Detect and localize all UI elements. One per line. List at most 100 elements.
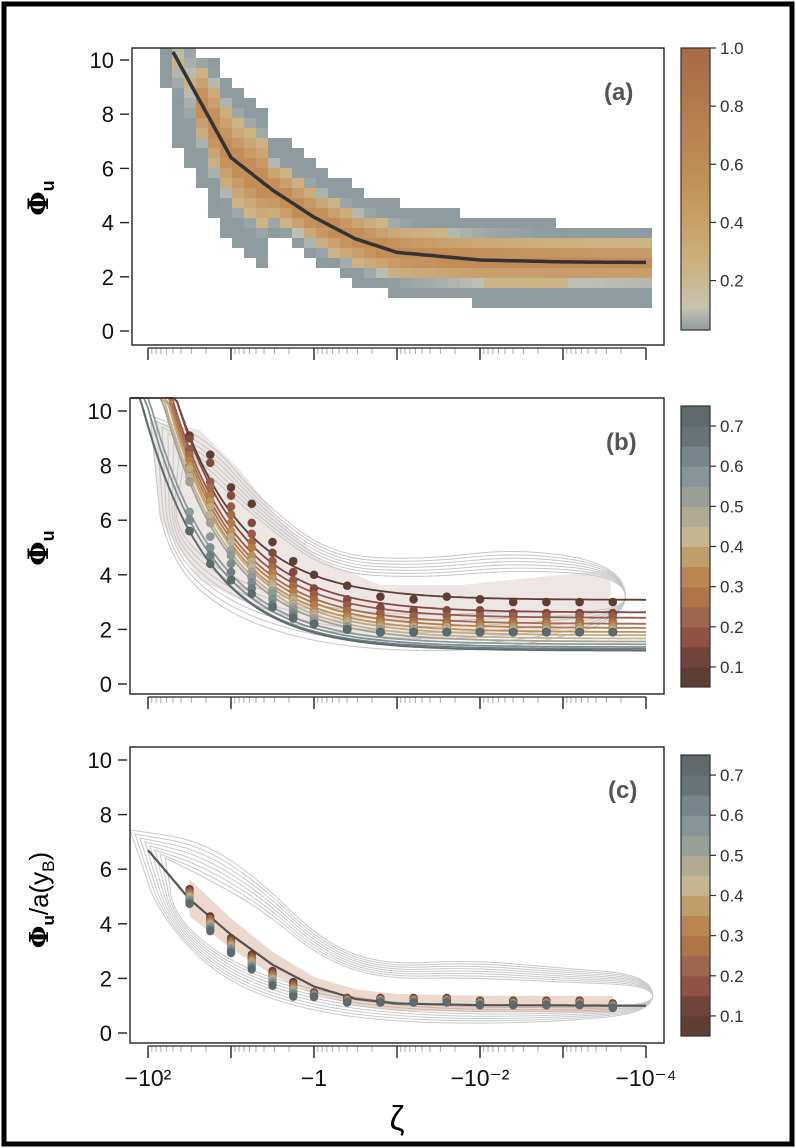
y-axis-label: Φu/a(yB) bbox=[24, 852, 58, 948]
fit-line bbox=[131, 397, 646, 643]
heatmap-cell bbox=[628, 288, 640, 298]
fit-line bbox=[131, 397, 646, 640]
heatmap-cell bbox=[304, 158, 316, 168]
heatmap-cell bbox=[256, 228, 268, 238]
data-point bbox=[205, 450, 215, 460]
y-tick-label: 2 bbox=[100, 617, 112, 642]
heatmap-cell bbox=[508, 248, 520, 258]
heatmap-cell bbox=[460, 228, 472, 238]
heatmap-cell bbox=[184, 48, 196, 58]
fit-line bbox=[131, 397, 646, 625]
data-point bbox=[608, 627, 618, 637]
heatmap-cell bbox=[280, 138, 292, 148]
heatmap-cell bbox=[352, 208, 364, 218]
heatmap-cell bbox=[424, 278, 436, 288]
heatmap-cell bbox=[556, 228, 568, 238]
heatmap-cell bbox=[268, 178, 280, 188]
heatmap-cell bbox=[352, 278, 364, 288]
heatmap-cell bbox=[328, 258, 340, 268]
heatmap-cell bbox=[244, 158, 256, 168]
heatmap-cell bbox=[184, 108, 196, 118]
data-point bbox=[376, 998, 385, 1007]
heatmap-cell bbox=[184, 148, 196, 158]
heatmap-cell bbox=[208, 178, 220, 188]
heatmap-cell bbox=[484, 268, 496, 278]
data-point bbox=[267, 548, 277, 558]
heatmap-cell bbox=[604, 298, 616, 308]
heatmap-cell bbox=[556, 278, 568, 288]
colorbar-step bbox=[681, 406, 710, 427]
heatmap-cell bbox=[304, 248, 316, 258]
heatmap-cell bbox=[400, 228, 412, 238]
heatmap-cell bbox=[436, 208, 448, 218]
heatmap-cell bbox=[208, 128, 220, 138]
heatmap-cell bbox=[208, 58, 220, 68]
heatmap-cell bbox=[472, 268, 484, 278]
heatmap-cell bbox=[388, 198, 400, 208]
plot-frame bbox=[129, 397, 665, 695]
heatmap-cell bbox=[292, 168, 304, 178]
colorbar-step bbox=[681, 815, 710, 836]
data-point bbox=[608, 597, 618, 607]
heatmap-cell bbox=[472, 228, 484, 238]
heatmap-cell bbox=[256, 248, 268, 258]
heatmap-cell bbox=[412, 218, 424, 228]
heatmap-cell bbox=[604, 278, 616, 288]
data-point bbox=[475, 1001, 485, 1010]
density-band bbox=[150, 420, 612, 640]
data-point bbox=[608, 1003, 618, 1013]
heatmap-cell bbox=[304, 188, 316, 198]
heatmap-cell bbox=[448, 278, 460, 288]
colorbar-tick-label: 0.5 bbox=[720, 846, 744, 865]
heatmap-cell bbox=[424, 208, 436, 218]
heatmap-cell bbox=[448, 238, 460, 248]
heatmap-cell bbox=[196, 158, 208, 168]
heatmap-cell bbox=[520, 248, 532, 258]
heatmap-cell bbox=[400, 208, 412, 218]
heatmap-cell bbox=[592, 268, 604, 278]
fit-line bbox=[131, 397, 646, 619]
colorbar-step bbox=[681, 855, 710, 876]
contour bbox=[155, 420, 626, 645]
heatmap-cell bbox=[580, 298, 592, 308]
contour bbox=[154, 849, 654, 1013]
heatmap-cell bbox=[268, 218, 280, 228]
heatmap-cell bbox=[640, 228, 652, 238]
colorbar-tick-label: 0.5 bbox=[720, 497, 744, 516]
y-tick-label: 6 bbox=[100, 857, 112, 882]
x-tick-labels: −10² −1 −10⁻² −10⁻⁴ bbox=[125, 1065, 677, 1091]
colorbar-step bbox=[681, 895, 710, 917]
heatmap-cell bbox=[484, 298, 496, 308]
heatmap-cell bbox=[616, 278, 628, 288]
heatmap-cell bbox=[616, 288, 628, 298]
heatmap-cell bbox=[352, 228, 364, 238]
colorbar-step bbox=[681, 835, 710, 856]
heatmap-cell bbox=[244, 188, 256, 198]
heatmap-cell bbox=[256, 238, 268, 248]
x-tick-label: −10⁻⁴ bbox=[615, 1065, 676, 1091]
data-point bbox=[247, 965, 257, 974]
data-point bbox=[267, 603, 277, 613]
colorbar-tick-label: 0.3 bbox=[720, 927, 744, 946]
heatmap-cell bbox=[364, 258, 376, 268]
heatmap-cell bbox=[208, 68, 220, 78]
heatmap-cell bbox=[196, 68, 208, 78]
heatmap-cell bbox=[556, 248, 568, 258]
heatmap-cell bbox=[292, 208, 304, 218]
heatmap-cell bbox=[184, 98, 196, 108]
data-point bbox=[226, 502, 236, 512]
heatmap-cell bbox=[604, 268, 616, 278]
heatmap-cell bbox=[268, 148, 280, 158]
heatmap-cell bbox=[208, 188, 220, 198]
heatmap-cell bbox=[556, 288, 568, 298]
heatmap-cell bbox=[196, 78, 208, 88]
heatmap-cell bbox=[628, 238, 640, 248]
data-point bbox=[541, 627, 551, 637]
heatmap-cell bbox=[292, 218, 304, 228]
heatmap-cell bbox=[508, 298, 520, 308]
heatmap-cell bbox=[172, 98, 184, 108]
heatmap-cell bbox=[484, 248, 496, 258]
y-tick-label: 4 bbox=[100, 912, 112, 937]
heatmap-cell bbox=[220, 198, 232, 208]
data-point bbox=[226, 575, 236, 585]
